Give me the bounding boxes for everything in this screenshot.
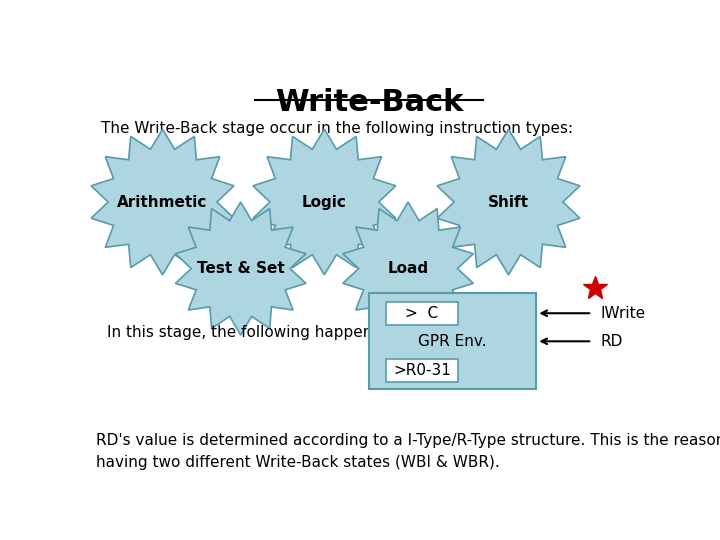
Text: >R0-31: >R0-31 (393, 363, 451, 377)
Text: Arithmetic: Arithmetic (117, 194, 208, 210)
Text: Load: Load (387, 261, 428, 276)
FancyBboxPatch shape (386, 302, 459, 325)
FancyBboxPatch shape (369, 294, 536, 389)
Text: The Write-Back stage occur in the following instruction types:: The Write-Back stage occur in the follow… (101, 121, 573, 136)
Text: GPR Env.: GPR Env. (418, 334, 487, 349)
Text: >  C: > C (405, 306, 438, 321)
Text: Test & Set: Test & Set (197, 261, 284, 276)
Text: having two different Write-Back states (WBI & WBR).: having two different Write-Back states (… (96, 455, 500, 470)
Polygon shape (253, 129, 396, 275)
Polygon shape (343, 202, 473, 335)
Text: RD: RD (600, 334, 623, 349)
Text: In this stage, the following happens: RD←C: In this stage, the following happens: RD… (107, 325, 436, 340)
Polygon shape (437, 129, 580, 275)
Polygon shape (176, 202, 306, 335)
Text: IWrite: IWrite (600, 306, 646, 321)
Text: Shift: Shift (488, 194, 529, 210)
Text: RD's value is determined according to a I-Type/R-Type structure. This is the rea: RD's value is determined according to a … (96, 433, 720, 448)
FancyBboxPatch shape (386, 359, 459, 382)
Text: Logic: Logic (302, 194, 347, 210)
Text: Write-Back: Write-Back (275, 87, 463, 117)
Polygon shape (91, 129, 234, 275)
